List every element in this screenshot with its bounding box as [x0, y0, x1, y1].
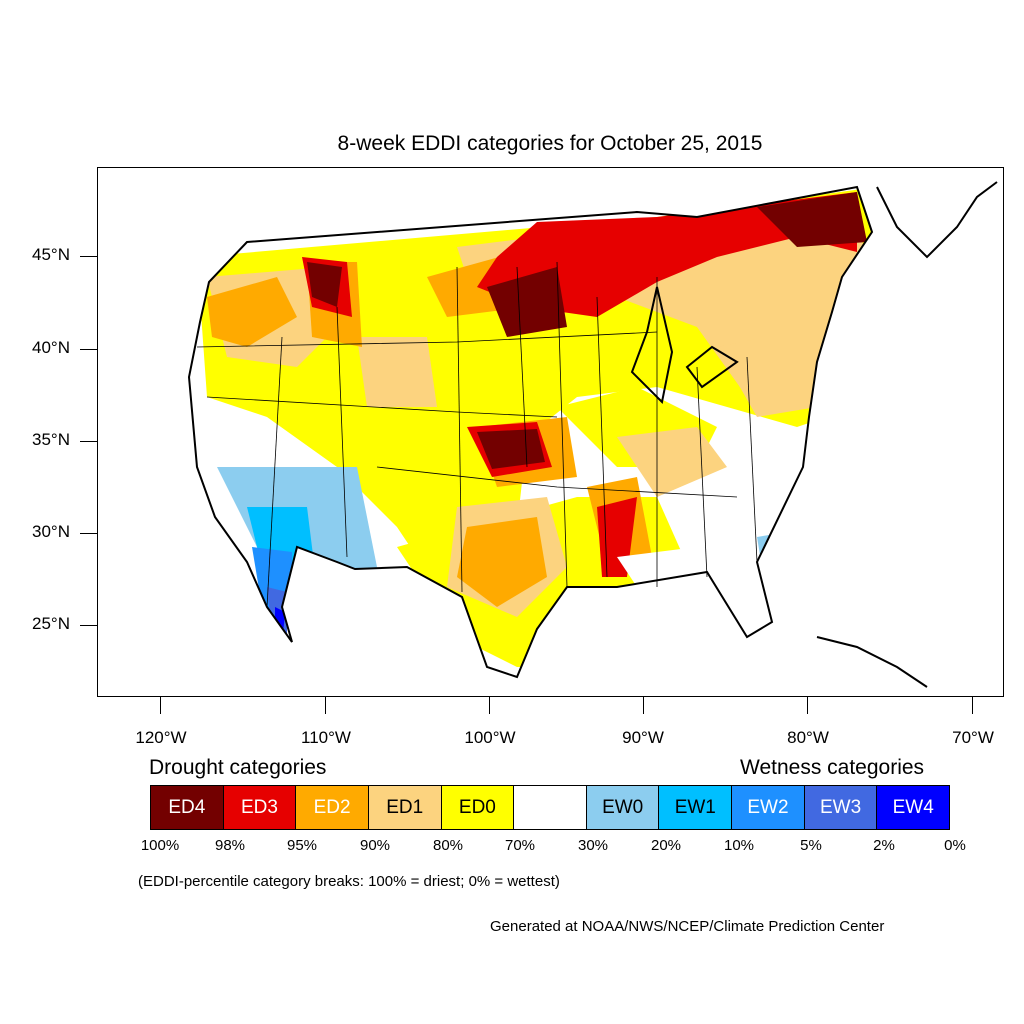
lon-label-120: 120°W: [135, 728, 187, 747]
legend-pct: 80%: [432, 837, 464, 854]
legend-color-bar: ED4 ED3 ED2 ED1 ED0 EW0 EW1 EW2 EW3 EW4: [150, 785, 950, 830]
legend-ed4-label: ED4: [168, 796, 206, 818]
lon-tick: [489, 697, 490, 714]
lon-tick: [160, 697, 161, 714]
legend-pct: 30%: [577, 837, 609, 854]
lon-label-90: 90°W: [622, 728, 664, 747]
category-break-note: (EDDI-percentile category breaks: 100% =…: [138, 873, 560, 890]
legend-ed4: ED4: [151, 786, 224, 829]
legend-ed1: ED1: [368, 786, 442, 829]
legend-pct: 0%: [944, 837, 966, 854]
credit-text: Generated at NOAA/NWS/NCEP/Climate Predi…: [490, 918, 885, 935]
lat-label-25: 25°N: [32, 614, 70, 633]
lon-label-110: 110°W: [301, 728, 351, 747]
wetness-categories-title: Wetness categories: [740, 756, 925, 779]
state-borders: [196, 211, 758, 608]
legend-ew2-label: EW2: [747, 796, 789, 818]
lat-tick: [80, 625, 97, 626]
legend-ed2-label: ED2: [313, 796, 351, 818]
legend-ew0-label: EW0: [602, 796, 644, 818]
lon-tick: [972, 697, 973, 714]
legend-pct: 20%: [650, 837, 682, 854]
lon-label-70: 70°W: [952, 728, 994, 747]
legend-ed3-label: ED3: [240, 796, 278, 818]
legend-ed0: ED0: [441, 786, 515, 829]
legend-pct: 2%: [873, 837, 895, 854]
lat-label-35: 35°N: [32, 430, 70, 449]
lat-tick: [80, 533, 97, 534]
drought-categories-title: Drought categories: [149, 756, 327, 779]
lon-tick: [643, 697, 644, 714]
legend-neutral: [514, 786, 587, 829]
map-title: 8-week EDDI categories for October 25, 2…: [337, 132, 763, 155]
lat-label-45: 45°N: [32, 245, 70, 264]
eddi-map: [187, 181, 998, 688]
legend-pct: 10%: [723, 837, 755, 854]
legend-pct: 98%: [214, 837, 246, 854]
legend-ed3: ED3: [223, 786, 297, 829]
legend-ew1: EW1: [659, 786, 733, 829]
legend-ew3-label: EW3: [819, 796, 862, 818]
lat-tick: [80, 441, 97, 442]
legend-pct: 5%: [800, 837, 822, 854]
lat-tick: [80, 256, 97, 257]
legend-ed2: ED2: [296, 786, 369, 829]
lon-tick: [807, 697, 808, 714]
legend-ew2: EW2: [732, 786, 805, 829]
legend-pct: 95%: [286, 837, 318, 854]
lat-label-40: 40°N: [32, 338, 70, 357]
legend-ew4-label: EW4: [892, 796, 934, 818]
lat-tick: [80, 349, 97, 350]
land-fill: [189, 187, 872, 677]
legend-ew1-label: EW1: [674, 796, 716, 818]
lat-label-30: 30°N: [32, 522, 70, 541]
legend-pct: 100%: [140, 837, 180, 854]
lon-label-100: 100°W: [464, 728, 516, 747]
legend-ew4: EW4: [877, 786, 950, 829]
legend-pct: 70%: [504, 837, 536, 854]
legend-ew3: EW3: [804, 786, 878, 829]
legend-ed1-label: ED1: [386, 796, 424, 818]
legend-ed0-label: ED0: [458, 796, 496, 818]
lon-tick: [325, 697, 326, 714]
legend-pct: 90%: [359, 837, 391, 854]
coastline: [187, 181, 998, 688]
legend-ew0: EW0: [586, 786, 660, 829]
lon-label-80: 80°W: [787, 728, 829, 747]
